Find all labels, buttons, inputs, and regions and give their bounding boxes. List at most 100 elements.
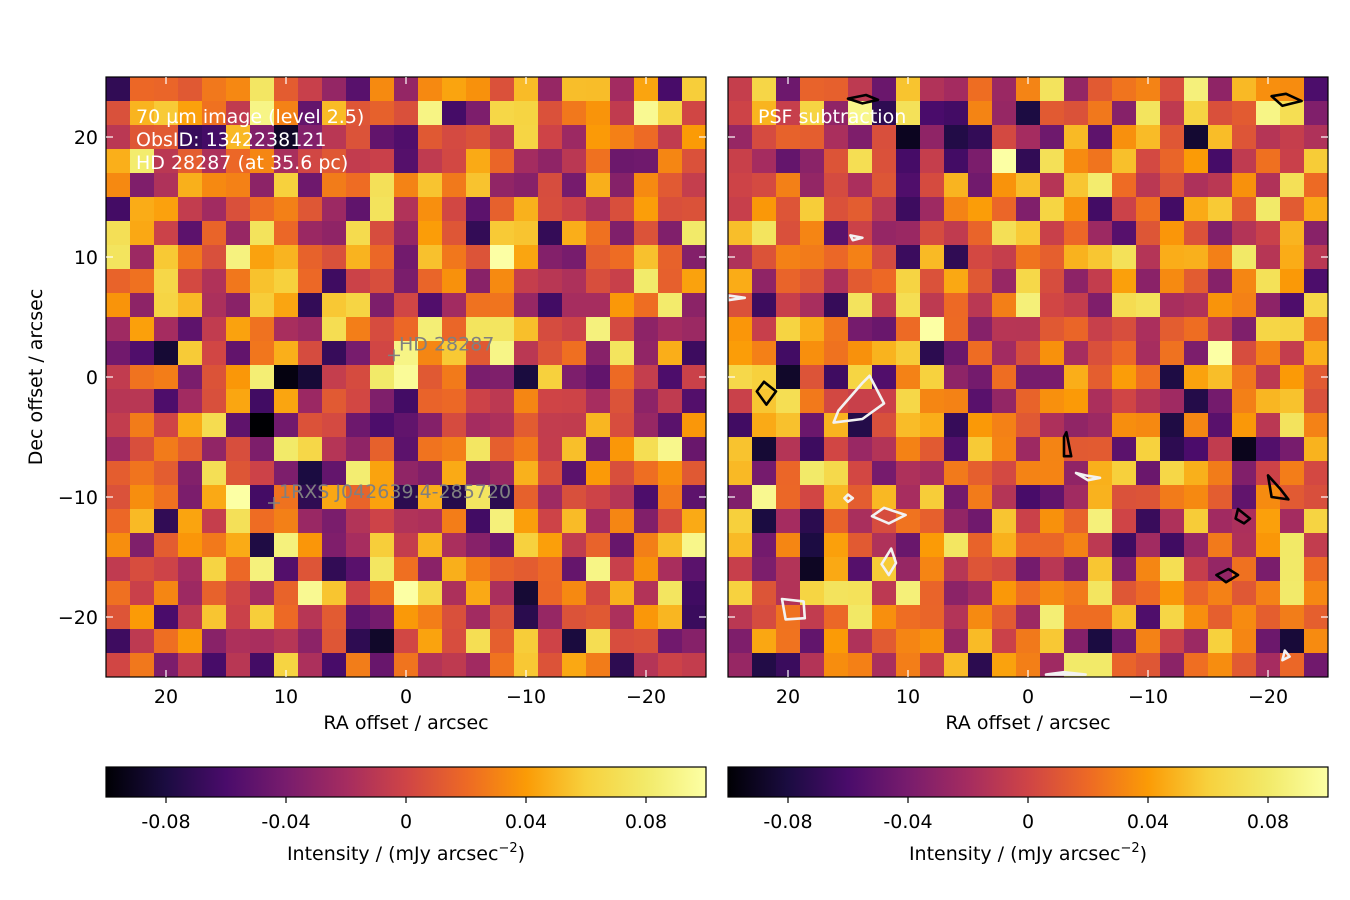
- heatmap-cell: [896, 149, 921, 174]
- heatmap-cell: [322, 269, 347, 294]
- heatmap-cell: [682, 77, 706, 102]
- heatmap-cell: [418, 245, 443, 270]
- heatmap-cell: [634, 197, 659, 222]
- heatmap-cell: [920, 293, 945, 318]
- heatmap-cell: [202, 293, 227, 318]
- heatmap-cell: [658, 365, 683, 390]
- heatmap-cell: [1256, 533, 1281, 558]
- right-contours: [728, 92, 1303, 676]
- heatmap-cell: [202, 413, 227, 438]
- heatmap-cell: [514, 461, 539, 486]
- heatmap-cell: [800, 197, 825, 222]
- heatmap-cell: [896, 485, 921, 510]
- heatmap-cell: [418, 149, 443, 174]
- heatmap-cell: [130, 389, 155, 414]
- heatmap-cell: [442, 149, 467, 174]
- heatmap-cell: [418, 653, 443, 677]
- heatmap-cell: [896, 221, 921, 246]
- heatmap-cell: [848, 581, 873, 606]
- heatmap-cell: [1256, 389, 1281, 414]
- heatmap-cell: [154, 389, 179, 414]
- heatmap-cell: [1304, 293, 1328, 318]
- heatmap-cell: [1280, 461, 1305, 486]
- colorbar-tick-label: 0: [1022, 811, 1034, 833]
- heatmap-cell: [1160, 341, 1185, 366]
- heatmap-cell: [418, 173, 443, 198]
- heatmap-cell: [1064, 77, 1089, 102]
- heatmap-cell: [538, 533, 563, 558]
- heatmap-cell: [1160, 197, 1185, 222]
- heatmap-cell: [682, 341, 706, 366]
- heatmap-cell: [490, 365, 515, 390]
- heatmap-cell: [872, 605, 897, 630]
- heatmap-cell: [1256, 221, 1281, 246]
- heatmap-cell: [776, 533, 801, 558]
- source-label: 1RXS J042639.4-285720: [279, 481, 511, 503]
- heatmap-cell: [1184, 437, 1209, 462]
- heatmap-cell: [274, 533, 299, 558]
- heatmap-cell: [992, 77, 1017, 102]
- heatmap-cell: [274, 245, 299, 270]
- heatmap-cell: [586, 269, 611, 294]
- heatmap-cell: [634, 413, 659, 438]
- heatmap-cell: [202, 605, 227, 630]
- heatmap-cell: [1112, 149, 1137, 174]
- heatmap-cell: [776, 341, 801, 366]
- heatmap-cell: [154, 437, 179, 462]
- heatmap-cell: [418, 461, 443, 486]
- heatmap-cell: [1160, 533, 1185, 558]
- heatmap-cell: [1160, 581, 1185, 606]
- heatmap-cell: [610, 365, 635, 390]
- heatmap-cell: [1232, 461, 1257, 486]
- x-tick-label: 0: [400, 686, 412, 708]
- heatmap-cell: [226, 629, 251, 654]
- heatmap-cell: [1160, 317, 1185, 342]
- x-tick-label: 10: [274, 686, 298, 708]
- heatmap-cell: [920, 509, 945, 534]
- heatmap-cell: [824, 461, 849, 486]
- heatmap-cell: [490, 101, 515, 126]
- heatmap-cell: [1016, 293, 1041, 318]
- heatmap-cell: [514, 173, 539, 198]
- heatmap-cell: [1232, 341, 1257, 366]
- heatmap-cell: [586, 509, 611, 534]
- heatmap-cell: [418, 317, 443, 342]
- heatmap-cell: [1208, 389, 1233, 414]
- heatmap-cell: [920, 389, 945, 414]
- heatmap-cell: [514, 509, 539, 534]
- heatmap-cell: [920, 77, 945, 102]
- heatmap-cell: [250, 461, 275, 486]
- contour: [1266, 474, 1290, 501]
- heatmap-cell: [130, 533, 155, 558]
- heatmap-cell: [1136, 605, 1161, 630]
- heatmap-cell: [992, 653, 1017, 677]
- heatmap-cell: [1184, 317, 1209, 342]
- heatmap-cell: [394, 509, 419, 534]
- heatmap-cell: [776, 125, 801, 150]
- heatmap-cell: [992, 245, 1017, 270]
- heatmap-cell: [872, 437, 897, 462]
- heatmap-cell: [442, 341, 467, 366]
- heatmap-cell: [634, 101, 659, 126]
- heatmap-cell: [394, 101, 419, 126]
- heatmap-cell: [298, 533, 323, 558]
- heatmap-cell: [202, 77, 227, 102]
- heatmap-cell: [226, 317, 251, 342]
- heatmap-cell: [800, 317, 825, 342]
- heatmap-cell: [800, 485, 825, 510]
- heatmap-cell: [370, 221, 395, 246]
- heatmap-cell: [944, 485, 969, 510]
- heatmap-cell: [370, 437, 395, 462]
- heatmap-cell: [728, 533, 753, 558]
- heatmap-cell: [322, 413, 347, 438]
- heatmap-cell: [394, 173, 419, 198]
- heatmap-cell: [800, 461, 825, 486]
- heatmap-cell: [944, 245, 969, 270]
- heatmap-cell: [968, 509, 993, 534]
- heatmap-cell: [370, 245, 395, 270]
- heatmap-cell: [562, 605, 587, 630]
- heatmap-cell: [298, 77, 323, 102]
- heatmap-cell: [130, 269, 155, 294]
- heatmap-cell: [274, 125, 299, 150]
- heatmap-cell: [634, 389, 659, 414]
